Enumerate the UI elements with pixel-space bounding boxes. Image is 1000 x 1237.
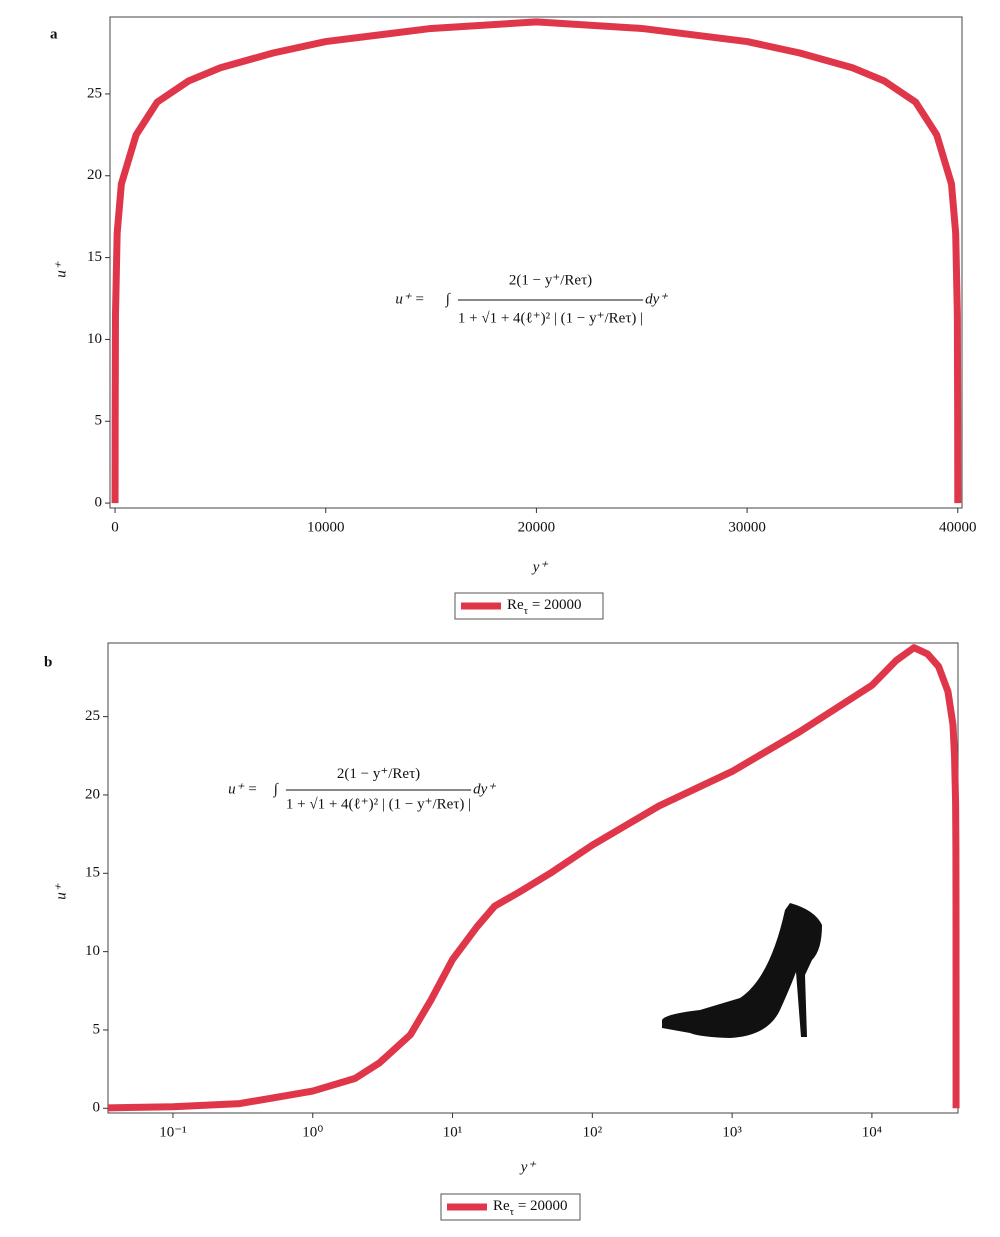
data-line: [111, 18, 962, 504]
x-tick-label: 10³: [722, 1124, 742, 1140]
y-tick-label: 5: [95, 413, 103, 429]
x-tick-label: 10000: [307, 519, 345, 535]
y-tick-label: 20: [87, 167, 102, 183]
y-axis-label: u⁺: [53, 261, 69, 278]
formula: 1 + √1 + 4(ℓ⁺)² | (1 − y⁺/Reτ) | 2(1 − y⁺…: [395, 273, 668, 327]
shoe-icon: [662, 903, 822, 1038]
y-tick-label: 10: [87, 331, 102, 347]
x-tick-label: 10⁴: [862, 1124, 882, 1140]
x-tick-label: 10⁰: [302, 1124, 323, 1140]
panel-label: b: [44, 654, 52, 670]
y-tick-label: 25: [85, 708, 100, 724]
formula-rhs: dy⁺: [473, 781, 496, 797]
x-tick-label: 10⁻¹: [159, 1124, 186, 1140]
x-tick-label: 10²: [583, 1124, 603, 1140]
x-tick-label: 10¹: [443, 1124, 463, 1140]
x-tick-label: 20000: [518, 519, 556, 535]
x-axis-label: y⁺: [531, 559, 549, 575]
data-line: [107, 644, 960, 1112]
panel-label: a: [50, 26, 58, 42]
y-tick-label: 15: [85, 865, 100, 881]
formula-lhs: u⁺ =: [228, 781, 257, 797]
y-tick-label: 20: [85, 786, 100, 802]
y-tick-label: 25: [87, 85, 102, 101]
formula-integral: ∫: [445, 291, 452, 307]
y-tick-label: 15: [87, 249, 102, 265]
legend-label: Reτ = 20000: [493, 1198, 568, 1217]
formula-numerator: 2(1 − y⁺/Reτ): [337, 766, 420, 782]
y-tick-label: 5: [93, 1021, 101, 1037]
formula: 1 + √1 + 4(ℓ⁺)² | (1 − y⁺/Reτ) | 2(1 − y⁺…: [228, 766, 496, 813]
formula-rhs: dy⁺: [645, 291, 668, 307]
x-tick-label: 0: [111, 519, 119, 535]
formula-numerator: 2(1 − y⁺/Reτ): [509, 273, 592, 289]
formula-denominator: 1 + √1 + 4(ℓ⁺)² | (1 − y⁺/Reτ) |: [458, 310, 643, 326]
x-tick-label: 30000: [728, 519, 766, 535]
y-tick-label: 0: [95, 495, 103, 511]
x-axis-label: y⁺: [519, 1159, 537, 1175]
x-tick-label: 40000: [939, 519, 977, 535]
formula-integral: ∫: [273, 781, 280, 797]
y-tick-label: 10: [85, 943, 100, 959]
legend-label: Reτ = 20000: [507, 597, 582, 616]
plot-frame: [109, 16, 963, 509]
formula-denominator: 1 + √1 + 4(ℓ⁺)² | (1 − y⁺/Reτ) |: [286, 797, 471, 813]
formula-lhs: u⁺ =: [395, 291, 424, 307]
y-axis-label: u⁺: [53, 883, 69, 900]
y-tick-label: 0: [93, 1100, 101, 1116]
